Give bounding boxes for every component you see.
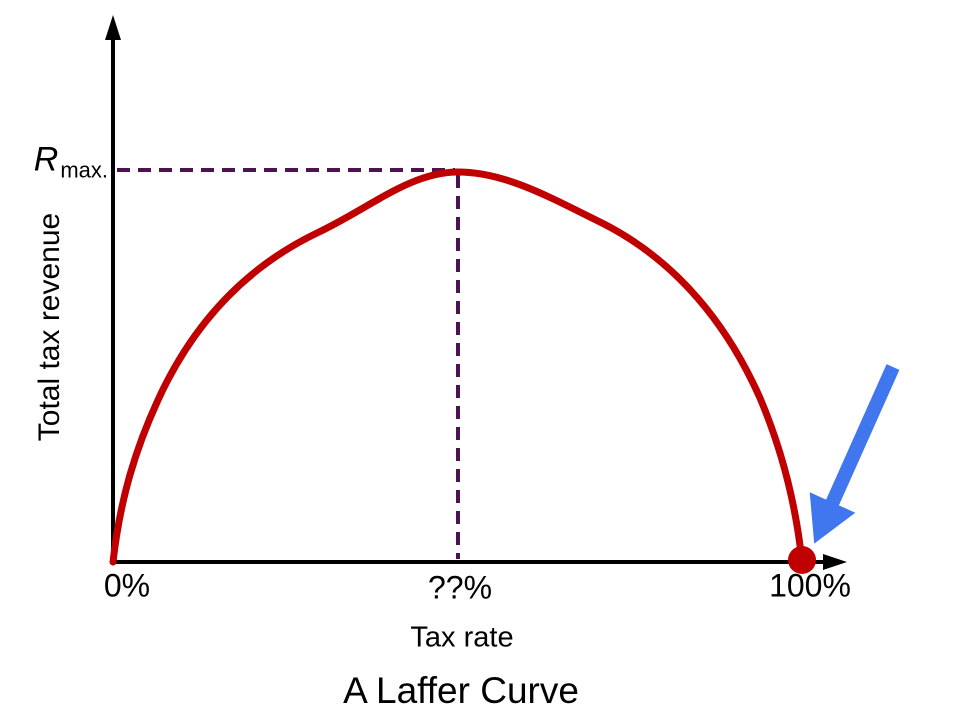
- x-axis-title: Tax rate: [410, 621, 514, 654]
- x-tick-unknown-percent: ??%: [427, 569, 493, 606]
- laffer-curve: [109, 168, 806, 566]
- zero-revenue-point: [788, 546, 816, 574]
- r-max-symbol: R: [33, 140, 59, 179]
- y-axis-title: Total tax revenue: [33, 212, 66, 442]
- y-axis-arrowhead-icon: [105, 15, 121, 40]
- x-tick-100-percent: 100%: [769, 567, 851, 604]
- r-max-subscript: max.: [60, 157, 108, 183]
- x-axis-arrowhead-icon: [823, 554, 847, 570]
- r-max-label: Rmax.: [33, 140, 108, 183]
- chart-title: A Laffer Curve: [343, 670, 579, 711]
- annotation-arrow-icon: [809, 364, 900, 544]
- x-tick-0-percent: 0%: [103, 567, 151, 604]
